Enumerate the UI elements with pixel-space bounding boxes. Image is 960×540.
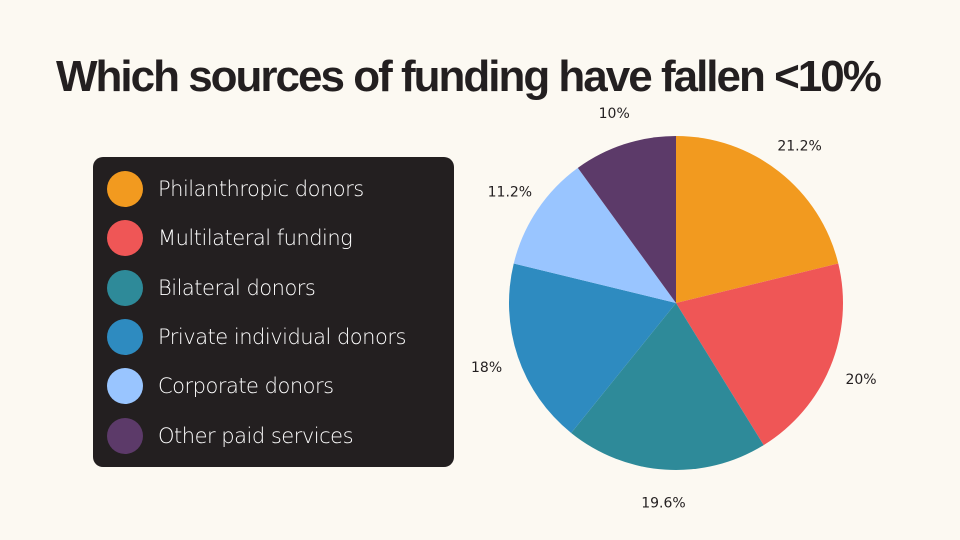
pie-slice xyxy=(676,263,844,446)
data-label: 18% xyxy=(471,360,502,376)
legend-swatch xyxy=(107,269,143,306)
legend-label: Bilateral donors xyxy=(158,275,316,300)
data-label: 10% xyxy=(599,106,630,122)
legend: Philanthropic donors Multilateral funding… xyxy=(93,157,454,467)
legend-swatch xyxy=(107,220,143,257)
legend-label: Philanthropic donors xyxy=(158,177,364,201)
legend-item: Multilateral funding xyxy=(107,220,353,257)
legend-item: Bilateral donors xyxy=(107,269,316,306)
legend-label: Multilateral funding xyxy=(158,226,353,251)
legend-swatch xyxy=(107,171,143,207)
chart-title: Which sources of funding have fallen <10… xyxy=(56,52,882,101)
legend-item: Philanthropic donors xyxy=(107,171,364,207)
legend-swatch xyxy=(107,368,143,405)
data-label: 21.2% xyxy=(777,139,821,155)
legend-label: Private individual donors xyxy=(158,324,406,349)
legend-label: Corporate donors xyxy=(158,374,334,399)
pie-slice xyxy=(676,136,839,303)
legend-item: Corporate donors xyxy=(107,368,334,405)
data-label: 19.6% xyxy=(641,496,685,512)
pie-slice xyxy=(509,263,676,434)
pie-slice xyxy=(513,167,676,303)
legend-swatch xyxy=(107,417,143,454)
legend-swatch xyxy=(107,318,143,355)
data-label: 20% xyxy=(845,372,876,388)
legend-item: Private individual donors xyxy=(107,318,406,355)
legend-label: Other paid services xyxy=(158,423,354,448)
legend-item: Other paid services xyxy=(107,417,354,454)
pie-slice xyxy=(577,136,676,303)
data-label: 11.2% xyxy=(488,185,532,201)
pie-slice xyxy=(571,303,764,471)
